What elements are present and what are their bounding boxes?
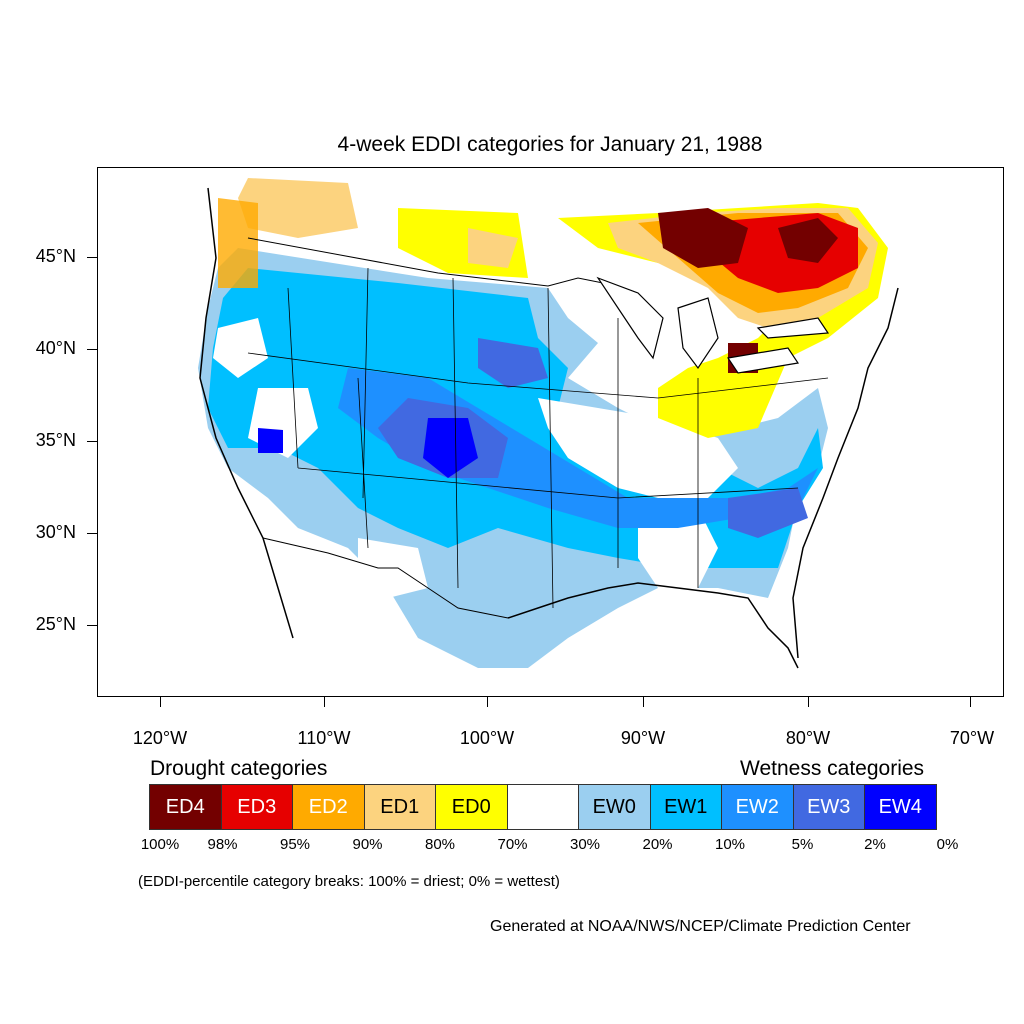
legend-break-label: 80% xyxy=(424,836,456,853)
east-coast xyxy=(792,287,899,659)
legend-swatch: EW3 xyxy=(792,784,865,830)
lon-label: 70°W xyxy=(949,728,995,748)
legend-break-label: 90% xyxy=(352,836,383,853)
lon-tick xyxy=(160,697,161,707)
legend-break-label: 10% xyxy=(714,836,746,853)
conus-map-graphic xyxy=(198,178,908,669)
legend-swatch xyxy=(506,784,579,830)
legend-swatch: ED3 xyxy=(220,784,293,830)
legend-swatch: ED2 xyxy=(292,784,365,830)
legend-swatch: EW4 xyxy=(864,784,937,830)
legend-break-label: 100% xyxy=(140,836,180,853)
lon-tick xyxy=(970,697,971,707)
lat-label: 45°N xyxy=(35,246,76,266)
coastline-west xyxy=(199,187,294,639)
legend-break-label: 30% xyxy=(569,836,601,853)
lat-tick xyxy=(87,625,97,626)
great-lakes xyxy=(596,276,830,374)
drought-heading: Drought categories xyxy=(150,757,328,780)
lon-tick xyxy=(324,697,325,707)
gulf-coast xyxy=(507,582,799,669)
ew4-region xyxy=(423,418,478,478)
lat-tick xyxy=(87,441,97,442)
legend-break-label: 20% xyxy=(642,836,673,853)
lon-tick xyxy=(487,697,488,707)
lat-tick xyxy=(87,257,97,258)
legend-break-label: 98% xyxy=(207,836,238,853)
credit-text: Generated at NOAA/NWS/NCEP/Climate Predi… xyxy=(490,918,911,935)
legend-break-label: 2% xyxy=(864,836,886,853)
lon-label: 90°W xyxy=(620,728,666,748)
legend-break-label: 5% xyxy=(791,836,814,853)
lon-tick xyxy=(808,697,809,707)
legend-swatch: EW1 xyxy=(649,784,722,830)
lat-label: 25°N xyxy=(35,614,76,634)
mexico-border xyxy=(262,537,509,619)
lat-label: 40°N xyxy=(35,338,76,358)
legend-break-label: 0% xyxy=(936,836,959,853)
legend-colorbar: ED4 ED3 ED2 ED1 ED0 EW0 EW1 EW2 EW3 EW4 xyxy=(149,784,937,830)
eddi-map xyxy=(97,167,1004,697)
lon-label: 100°W xyxy=(459,728,515,748)
legend-swatch: ED4 xyxy=(149,784,222,830)
lat-tick xyxy=(87,533,97,534)
legend-swatch: EW2 xyxy=(721,784,794,830)
ed4-region xyxy=(658,208,748,268)
lon-tick xyxy=(643,697,644,707)
legend-break-label: 95% xyxy=(279,836,311,853)
legend-break-label: 70% xyxy=(497,836,528,853)
canada-border xyxy=(247,237,619,287)
lat-label: 30°N xyxy=(35,522,76,542)
legend-swatch: ED1 xyxy=(363,784,436,830)
lon-label: 110°W xyxy=(297,728,351,748)
wetness-heading: Wetness categories xyxy=(740,757,925,780)
lon-label: 120°W xyxy=(132,728,188,748)
state-lines xyxy=(247,267,829,609)
lon-label: 80°W xyxy=(785,728,831,748)
lat-label: 35°N xyxy=(35,430,76,450)
map-title: 4-week EDDI categories for January 21, 1… xyxy=(337,133,763,156)
legend-swatch: ED0 xyxy=(435,784,508,830)
lat-tick xyxy=(87,349,97,350)
legend-swatch: EW0 xyxy=(578,784,651,830)
legend-note: (EDDI-percentile category breaks: 100% =… xyxy=(138,873,560,890)
